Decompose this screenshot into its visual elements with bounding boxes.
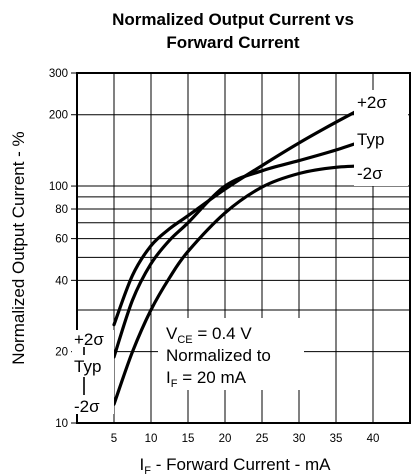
y-axis-label: Normalized Output Current - %: [9, 131, 28, 364]
right-label-minus2sigma: -2σ: [357, 164, 383, 183]
y-tick-label: 100: [49, 181, 68, 193]
y-tick-label: 200: [49, 110, 68, 122]
y-tick-label: 300: [49, 68, 68, 80]
y-tick-label: 40: [55, 275, 68, 287]
x-tick-label: 40: [367, 433, 380, 445]
annotation-line1-main: V: [166, 324, 178, 343]
left-label-plus2sigma: +2σ: [74, 330, 104, 349]
series-line-typ: [112, 136, 375, 359]
right-curve-labels: +2σ Typ -2σ: [354, 90, 408, 186]
annotation-line1: VCE = 0.4 V: [166, 324, 252, 346]
annotation-line1-sub: CE: [177, 334, 192, 346]
series-line-plus2sigma: [112, 101, 375, 327]
right-label-plus2sigma: +2σ: [357, 93, 387, 112]
annotation-background: [158, 318, 304, 390]
x-axis-label-rest: - Forward Current - mA: [151, 455, 331, 474]
x-tick-label: 25: [256, 433, 269, 445]
annotation-line3-rest: = 20 mA: [177, 368, 246, 387]
annotation-line3-main: I: [166, 368, 171, 387]
annotation-line2: Normalized to: [166, 346, 271, 365]
chart-title-line1: Normalized Output Current vs: [112, 10, 354, 29]
x-tick-label: 5: [111, 433, 117, 445]
y-tick-label: 10: [55, 418, 68, 430]
left-label-typ: Typ: [74, 357, 101, 376]
x-tick-label: 15: [182, 433, 195, 445]
left-label-minus2sigma: -2σ: [74, 397, 100, 416]
left-labels-background: [72, 330, 114, 414]
y-tick-label: 80: [55, 204, 68, 216]
right-label-typ: Typ: [357, 130, 384, 149]
x-axis-label-main: I: [140, 455, 145, 474]
annotation-line1-rest: = 0.4 V: [193, 324, 253, 343]
conditions-annotation: VCE = 0.4 V Normalized to IF = 20 mA: [158, 318, 304, 390]
y-tick-label: 60: [55, 234, 68, 246]
annotation-line3: IF = 20 mA: [166, 368, 247, 390]
annotation-line3-sub: F: [171, 378, 178, 390]
tick-layer: 10 20 40 60 80 100 200 300 5 10 15 20 25 30 35 40: [49, 68, 380, 445]
x-tick-label: 10: [145, 433, 158, 445]
x-axis-label-sub: F: [144, 465, 151, 476]
x-tick-label: 20: [219, 433, 232, 445]
right-labels-background: [354, 90, 408, 186]
plot-frame: [76, 72, 411, 424]
series-layer: [112, 101, 375, 406]
y-tick-label: 20: [55, 347, 68, 359]
x-tick-label: 35: [330, 433, 343, 445]
left-curve-labels: +2σ Typ -2σ: [72, 330, 114, 416]
chart-title-line2: Forward Current: [166, 33, 300, 52]
series-line-minus2sigma: [112, 164, 375, 406]
x-tick-label: 30: [293, 433, 306, 445]
x-axis-label: IF - Forward Current - mA: [140, 455, 332, 476]
